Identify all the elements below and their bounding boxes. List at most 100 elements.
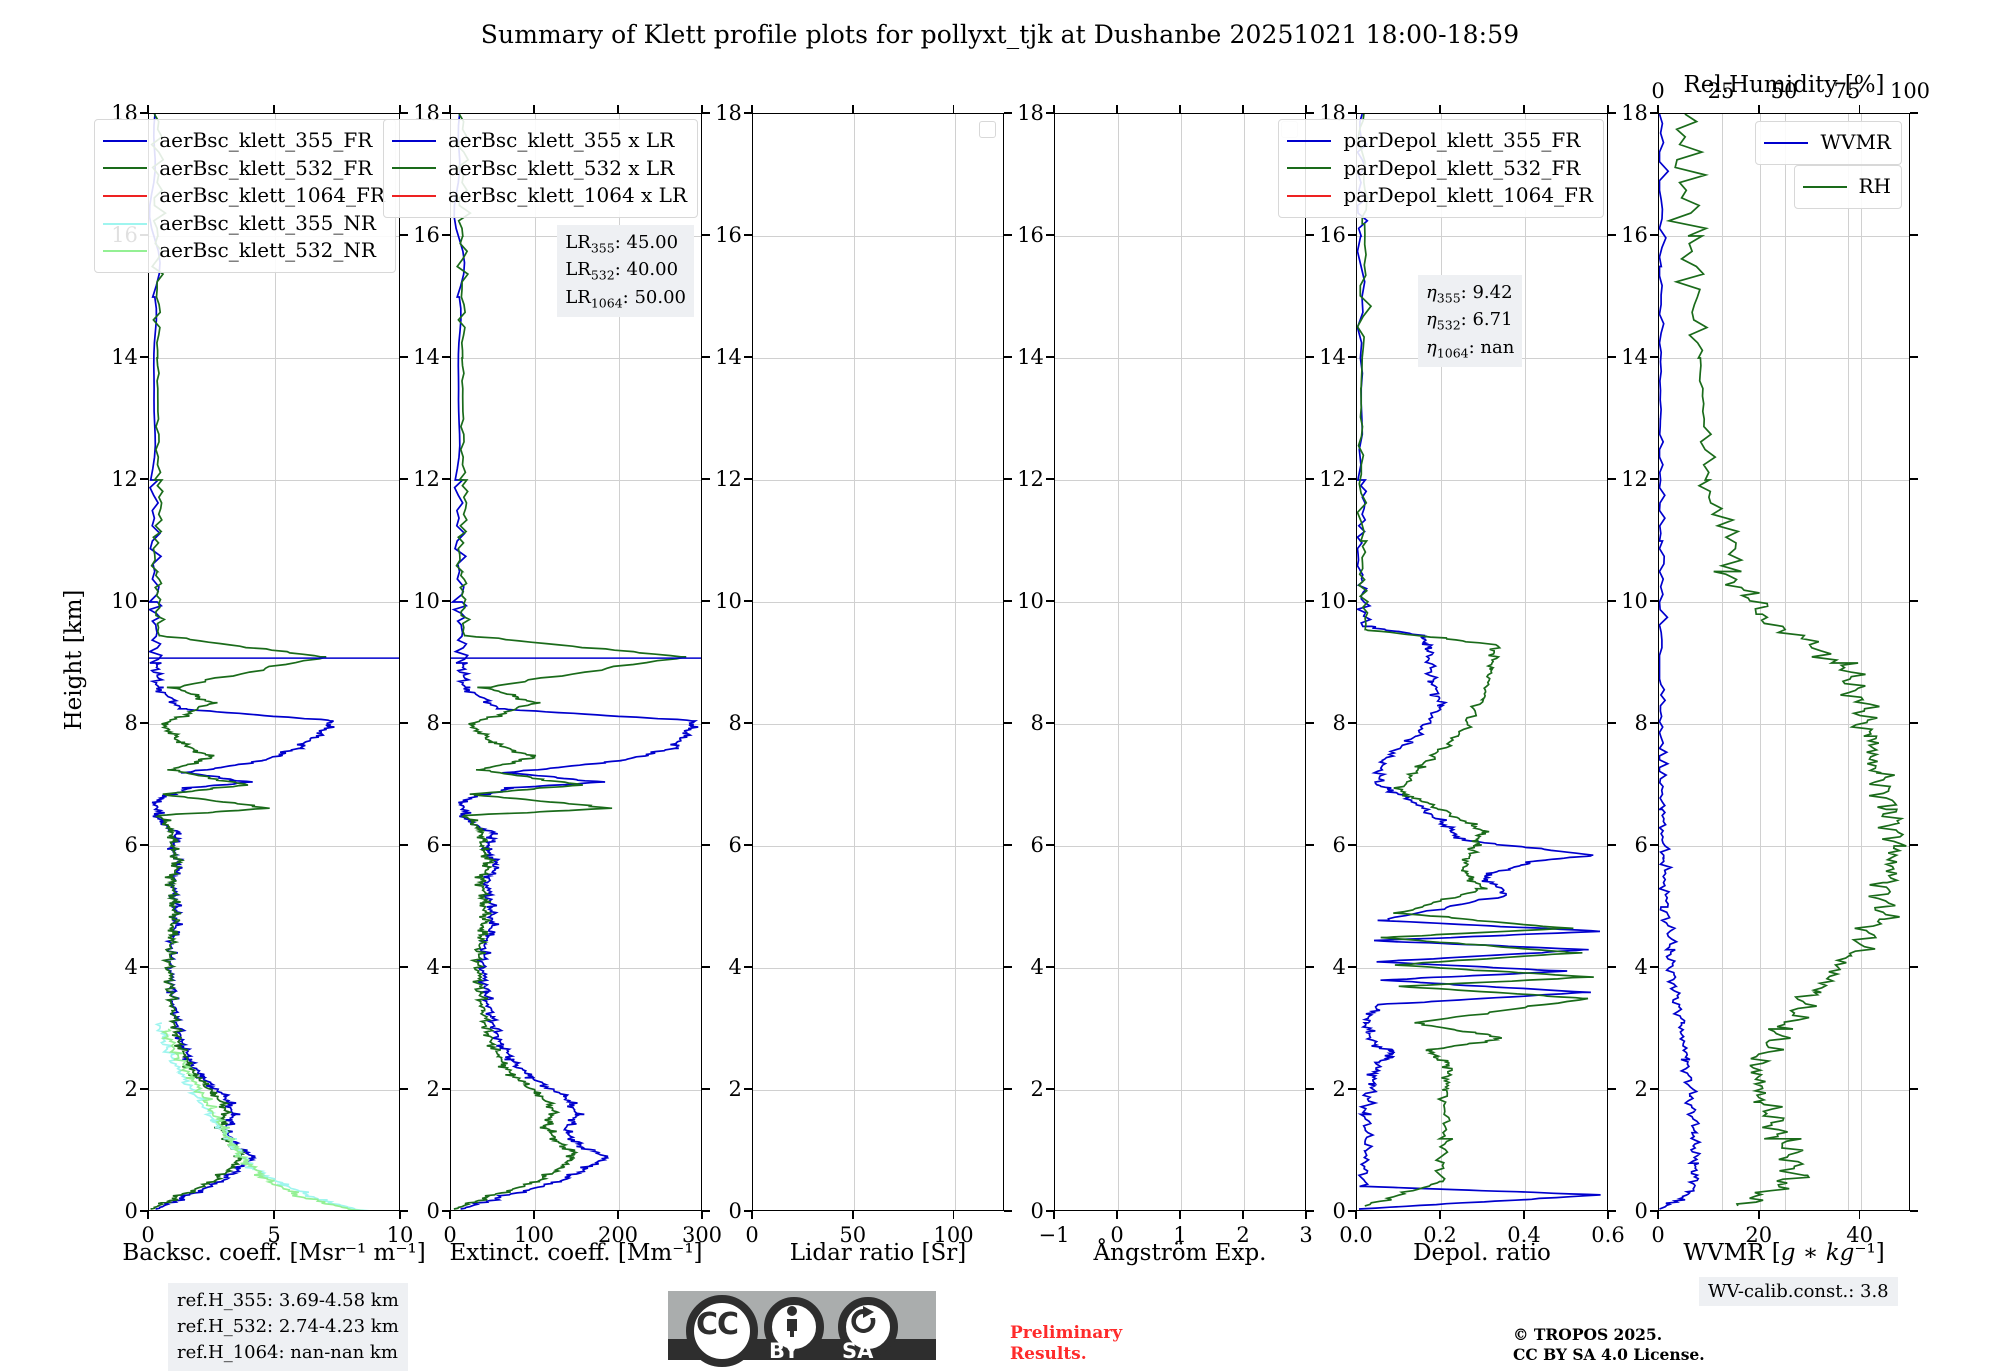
y-tick-right xyxy=(1306,1088,1314,1090)
y-tick-right xyxy=(1608,478,1616,480)
y-tick-label: 14 xyxy=(413,345,440,369)
legend-item[interactable]: aerBsc_klett_355 x LR xyxy=(391,127,687,155)
y-tick xyxy=(1650,722,1658,724)
y-gridline xyxy=(1659,724,1909,725)
y-gridline xyxy=(1659,968,1909,969)
legend-depol[interactable]: parDepol_klett_355_FR parDepol_klett_532_… xyxy=(1278,119,1604,218)
series-layer-backsc xyxy=(149,114,399,1210)
x-tick xyxy=(1523,1211,1525,1219)
y-tick-right xyxy=(1004,1210,1012,1212)
y-tick-label: 10 xyxy=(413,589,440,613)
legend-item[interactable]: aerBsc_klett_1064 x LR xyxy=(391,182,687,210)
x-tick-top xyxy=(1858,105,1861,113)
x-tick xyxy=(1657,1211,1659,1219)
y-tick xyxy=(744,722,752,724)
annotation-subscript: 532 xyxy=(590,267,615,283)
legend-line-swatch-icon xyxy=(103,222,148,225)
x-axis-title-extinct: Extinct. coeff. [Mm⁻¹] xyxy=(449,1240,703,1266)
y-tick-right xyxy=(400,112,408,114)
cc-license-badge[interactable]: CC BY SA xyxy=(668,1291,936,1367)
y-tick xyxy=(1650,600,1658,602)
x-axis-title-lidarratio: Lidar ratio [Sr] xyxy=(789,1240,967,1266)
y-tick-label: 14 xyxy=(1319,345,1346,369)
x-tick-top xyxy=(449,105,451,113)
y-tick-label: 6 xyxy=(1030,833,1044,857)
x-tick xyxy=(1116,1211,1118,1219)
y-tick-right xyxy=(1306,966,1314,968)
x-tick xyxy=(1439,1211,1441,1219)
x-gridline-top xyxy=(1848,114,1849,1210)
y-tick-right xyxy=(702,112,710,114)
y-gridline xyxy=(1055,358,1305,359)
y-gridline xyxy=(451,1090,701,1091)
plot-frame-angstrom xyxy=(1054,113,1306,1211)
legend-extinct[interactable]: aerBsc_klett_355 x LR aerBsc_klett_532 x … xyxy=(382,119,698,218)
y-tick xyxy=(140,112,148,114)
legend-item[interactable]: aerBsc_klett_355_FR xyxy=(103,127,385,155)
y-tick xyxy=(1650,234,1658,236)
x-tick-top xyxy=(952,105,955,113)
y-tick-right xyxy=(702,844,710,846)
legend-item[interactable]: aerBsc_klett_532 x LR xyxy=(391,155,687,183)
y-gridline xyxy=(753,236,1003,237)
y-tick-right xyxy=(1910,966,1918,968)
y-tick-label: 0 xyxy=(124,1199,138,1223)
x-tick xyxy=(701,1211,703,1219)
legend-wvmr-rh[interactable]: RH xyxy=(1793,165,1902,209)
y-tick-right xyxy=(702,722,710,724)
y-tick-right xyxy=(1608,356,1616,358)
x-tick-top xyxy=(617,105,619,113)
plot-panel-backsc: 0510024681012141618aerBsc_klett_355_FRae… xyxy=(94,101,413,1247)
plot-frame-lidarratio xyxy=(752,113,1004,1211)
legend-backsc[interactable]: aerBsc_klett_355_FR aerBsc_klett_532_FR ae… xyxy=(94,119,396,273)
legend-item[interactable]: aerBsc_klett_532_NR xyxy=(103,237,385,265)
y-tick xyxy=(1348,1088,1356,1090)
annotation-symbol: η xyxy=(1426,309,1437,331)
x-tick-label: 200 xyxy=(597,1223,639,1247)
legend-item[interactable]: aerBsc_klett_355_NR xyxy=(103,210,385,238)
y-tick-label: 12 xyxy=(413,467,440,491)
y-tick-right xyxy=(400,1210,408,1212)
y-gridline xyxy=(451,480,701,481)
y-tick-right xyxy=(400,966,408,968)
legend-item[interactable]: parDepol_klett_532_FR xyxy=(1287,155,1593,183)
x-tick xyxy=(852,1211,854,1219)
x-tick xyxy=(1858,1211,1861,1219)
y-tick-label: 6 xyxy=(728,833,742,857)
legend-item[interactable]: aerBsc_klett_1064_FR xyxy=(103,182,385,210)
x-tick xyxy=(273,1211,275,1219)
y-tick-right xyxy=(1004,478,1012,480)
y-tick-label: 18 xyxy=(1017,101,1044,125)
legend-item[interactable]: parDepol_klett_355_FR xyxy=(1287,127,1593,155)
y-gridline xyxy=(149,358,399,359)
x-tick-label: 50 xyxy=(839,1223,867,1247)
y-tick-right xyxy=(1306,112,1314,114)
x-tick-label: 0 xyxy=(1110,1223,1124,1247)
empty-legend-box-lidarratio[interactable] xyxy=(979,121,996,138)
plot-panel-angstrom: −1 0 1 2 3 0 2 4 6 8 10 12 14 16 18 xyxy=(1017,101,1314,1247)
legend-item[interactable]: aerBsc_klett_532_FR xyxy=(103,155,385,183)
y-axis-label: Height [km] xyxy=(61,589,87,731)
y-tick xyxy=(442,234,450,236)
y-tick-label: 14 xyxy=(1017,345,1044,369)
y-gridline xyxy=(1055,724,1305,725)
y-tick-right xyxy=(1910,844,1918,846)
y-tick-right xyxy=(400,1088,408,1090)
x-tick-top xyxy=(1242,105,1244,113)
y-tick xyxy=(744,234,752,236)
legend-wvmr-wvmr[interactable]: WVMR xyxy=(1755,121,1902,165)
annotation-subscript: 1064 xyxy=(590,295,623,311)
y-tick-label: 10 xyxy=(1017,589,1044,613)
y-gridline xyxy=(451,968,701,969)
cc-by-label: BY xyxy=(769,1339,800,1363)
x-tick-top xyxy=(751,105,753,113)
x-tick-top xyxy=(273,105,275,113)
legend-item[interactable]: parDepol_klett_1064_FR xyxy=(1287,182,1593,210)
x-tick-label: 3 xyxy=(1299,1223,1313,1247)
y-tick-label: 6 xyxy=(124,833,138,857)
y-tick xyxy=(1046,478,1054,480)
annotation-value: : 45.00 xyxy=(614,232,679,253)
y-tick-right xyxy=(1910,112,1918,114)
x-tick-label: 100 xyxy=(513,1223,555,1247)
y-tick-right xyxy=(1608,1210,1616,1212)
